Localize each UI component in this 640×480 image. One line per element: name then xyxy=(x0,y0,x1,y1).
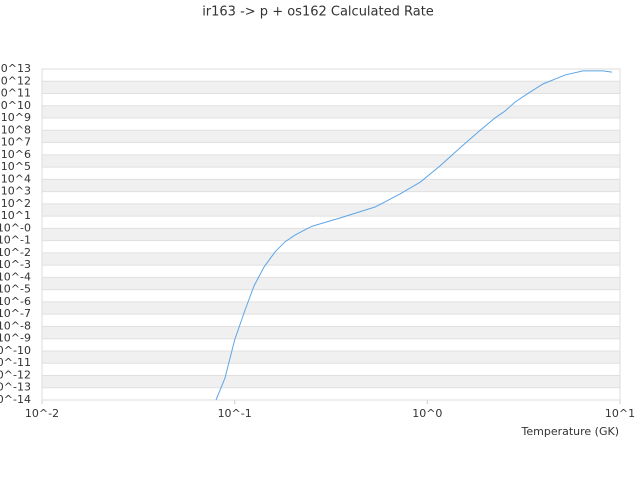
y-tick-label: 10^-12 xyxy=(0,368,31,381)
grid-band xyxy=(42,81,620,94)
grid-band xyxy=(42,252,620,266)
y-tick-label: 10^-0 xyxy=(0,221,31,234)
grid-band xyxy=(42,375,620,388)
y-tick-label: 10^-9 xyxy=(0,332,31,345)
y-tick-label: 10^-5 xyxy=(0,283,31,296)
y-tick-label: 10^-11 xyxy=(0,356,31,369)
y-tick-label: 10^5 xyxy=(1,160,31,173)
grid-band xyxy=(42,203,620,217)
grid-band xyxy=(42,350,620,364)
x-axis-label: Temperature (GK) xyxy=(521,425,620,438)
y-tick-label: 10^12 xyxy=(0,74,31,87)
grid-band xyxy=(42,277,620,290)
y-tick-label: 10^7 xyxy=(1,136,31,149)
x-tick-label: 10^-2 xyxy=(25,407,59,420)
grid-band xyxy=(42,105,620,119)
chart-title: ir163 -> p + os162 Calculated Rate xyxy=(202,5,434,20)
x-tick-label: 10^0 xyxy=(412,407,442,420)
y-tick-label: 10^2 xyxy=(1,197,31,210)
y-tick-label: 10^-8 xyxy=(0,319,31,332)
grid-band xyxy=(42,301,620,315)
y-tick-label: 10^-14 xyxy=(0,393,31,406)
y-tick-label: 10^9 xyxy=(1,111,31,124)
y-tick-label: 10^13 xyxy=(0,62,31,75)
y-tick-label: 10^-4 xyxy=(0,270,31,283)
y-tick-label: 10^-6 xyxy=(0,295,31,308)
grid-band xyxy=(42,228,620,241)
y-tick-label: 10^10 xyxy=(0,99,31,112)
y-tick-label: 10^-1 xyxy=(0,234,31,247)
y-tick-label: 10^4 xyxy=(1,172,31,185)
y-tick-label: 10^8 xyxy=(1,123,31,136)
y-tick-label: 10^-7 xyxy=(0,307,31,320)
y-tick-label: 10^1 xyxy=(1,209,31,222)
data-line xyxy=(215,70,612,401)
y-tick-label: 10^11 xyxy=(0,87,31,100)
y-tick-label: 10^-13 xyxy=(0,381,31,394)
y-tick-label: 10^-2 xyxy=(0,246,31,259)
y-tick-label: 10^-3 xyxy=(0,258,31,271)
grid-band xyxy=(42,179,620,192)
y-tick-label: 10^3 xyxy=(1,185,31,198)
grid-band xyxy=(42,130,620,143)
grid-band xyxy=(42,326,620,339)
grid-band xyxy=(42,154,620,168)
y-tick-label: 10^-10 xyxy=(0,344,31,357)
x-tick-label: 10^1 xyxy=(605,407,635,420)
plot-frame xyxy=(41,68,621,401)
x-tick-label: 10^-1 xyxy=(218,407,252,420)
y-tick-label: 10^6 xyxy=(1,148,31,161)
